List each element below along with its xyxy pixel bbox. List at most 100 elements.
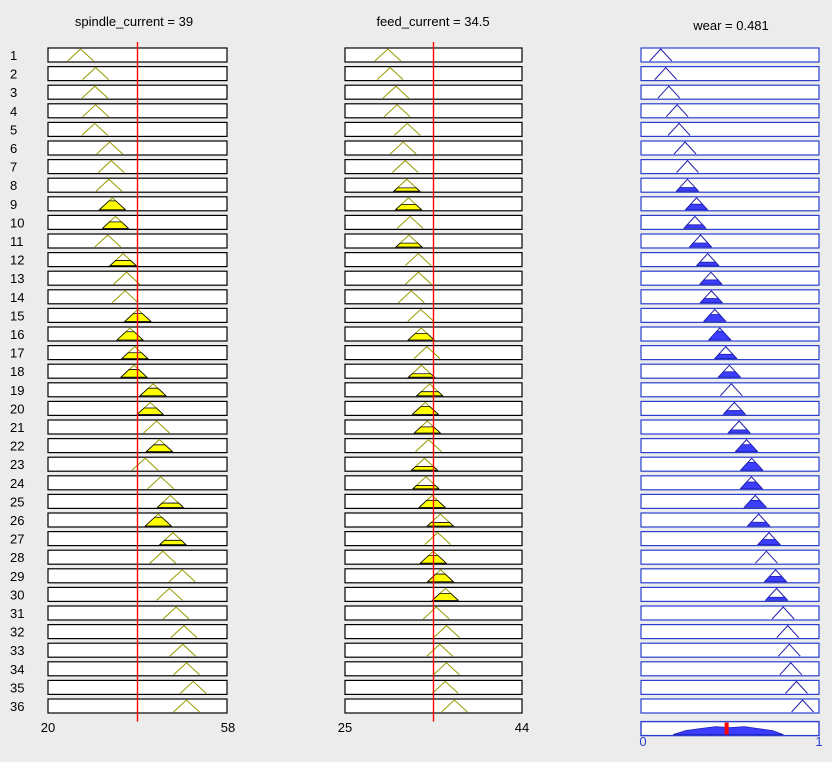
wear-rule-cell[interactable] [640,140,820,156]
membership-function [667,122,691,136]
rule-cell-box [640,698,820,714]
fired-area [418,499,447,508]
fired-area [717,371,742,378]
membership-function [665,104,689,118]
wear-rule-cell[interactable] [640,698,820,714]
wear-rule-cell[interactable] [640,289,820,305]
rule-cell-box [640,289,820,305]
rule-cell-box [640,400,820,416]
rule-number: 6 [10,141,17,156]
rule-cell-box [640,121,820,138]
wear-rule-cell[interactable] [640,549,820,565]
wear-rule-cell[interactable] [640,400,820,416]
fired-area [119,369,148,378]
rule-number: 33 [10,643,24,658]
wear-rule-cell[interactable] [640,679,820,696]
wear-rule-cell[interactable] [640,605,820,621]
rule-number: 4 [10,104,17,119]
rule-cell-box [640,363,820,379]
fired-area [722,410,747,415]
wear-rule-cell[interactable] [640,475,820,491]
membership-function [82,66,109,80]
membership-function [755,550,778,564]
membership-function [391,159,419,173]
membership-function [156,587,183,601]
rule-number: 14 [10,290,24,305]
fired-area [684,203,709,211]
membership-function [683,215,707,229]
rule-number: 2 [10,67,17,82]
fired-area [156,502,185,508]
wear-rule-cell[interactable] [640,307,820,323]
membership-function [412,476,440,490]
rules-grid [47,47,820,714]
membership-function [95,178,123,192]
membership-function [162,606,190,620]
wear-rule-cell[interactable] [640,586,820,603]
rule-cell-box [640,530,820,547]
fired-area [757,539,781,545]
membership-function [67,48,94,62]
fired-area [743,500,768,508]
rule-number: 35 [10,680,24,695]
fired-area [702,314,727,322]
wear-rule-cell[interactable] [640,363,820,379]
membership-function [173,662,200,676]
membership-function [397,290,425,304]
wear-rule-cell[interactable] [640,642,820,658]
rule-cell-box [640,605,820,621]
wear-rule-cell[interactable] [640,326,820,342]
wear-min-label: 0 [639,734,646,749]
wear-rule-cell[interactable] [640,65,820,82]
fired-area [746,521,771,527]
membership-function [94,234,122,248]
rule-number: 26 [10,513,24,528]
membership-function [777,643,801,657]
wear-rule-cell[interactable] [640,530,820,547]
wear-rule-cell[interactable] [640,84,820,100]
wear-rule-cell[interactable] [640,345,820,361]
feed-current-title: feed_current = 34.5 [376,14,489,29]
wear-rule-cell[interactable] [640,438,820,454]
wear-rule-cell[interactable] [640,252,820,268]
rule-number: 5 [10,122,17,137]
wear-rule-cell[interactable] [640,661,820,677]
wear-rule-cell[interactable] [640,270,820,286]
membership-function [649,48,673,62]
wear-rule-cell[interactable] [640,512,820,528]
wear-rule-cell[interactable] [640,623,820,640]
wear-rule-cell[interactable] [640,159,820,175]
fired-area [392,187,421,192]
wear-rule-cell[interactable] [640,568,820,584]
wear-rule-cell[interactable] [640,456,820,472]
wear-rule-cell[interactable] [640,177,820,193]
aggregate-output-plot [640,720,820,737]
wear-rule-cell[interactable] [640,47,820,63]
rule-cell-box [640,159,820,175]
fired-area [145,444,174,453]
wear-rule-cell[interactable] [640,419,820,435]
membership-function [696,252,720,266]
wear-rule-cell[interactable] [640,214,820,230]
rule-number: 25 [10,494,24,509]
fired-area [115,331,145,341]
membership-function [396,215,424,229]
rule-number: 32 [10,625,24,640]
wear-rule-cell[interactable] [640,493,820,509]
membership-function [407,308,435,322]
wear-rule-cell[interactable] [640,121,820,138]
rule-number: 22 [10,439,24,454]
fired-area [764,596,789,601]
rule-cell-box [640,270,820,286]
membership-function [765,587,788,601]
wear-rule-cell[interactable] [640,103,820,119]
wear-rule-cell[interactable] [640,382,820,398]
membership-function [97,159,125,173]
membership-function [673,141,697,155]
rule-cell-box [640,642,820,658]
membership-function [405,271,432,285]
rule-cell-box [640,382,820,398]
wear-rule-cell[interactable] [640,233,820,249]
wear-rule-cell[interactable] [640,196,820,212]
rule-number: 16 [10,327,24,342]
